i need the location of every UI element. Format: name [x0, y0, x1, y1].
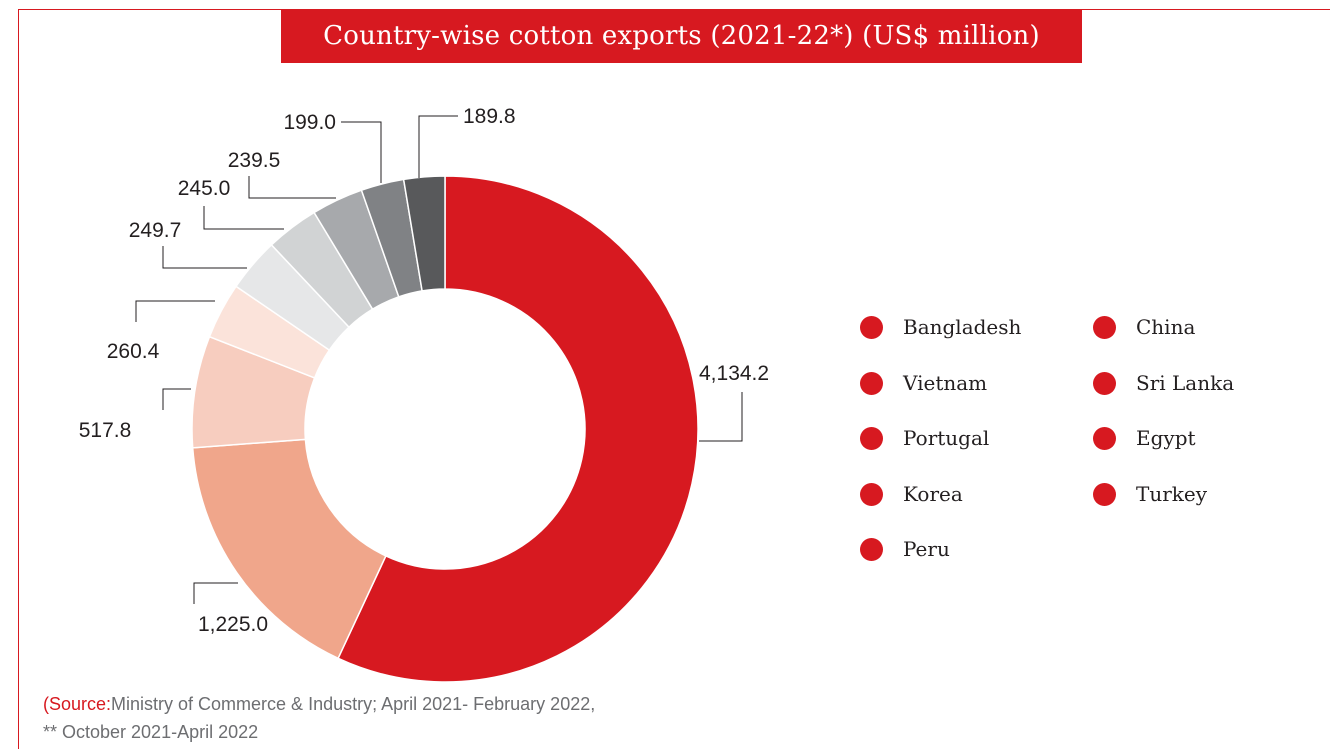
leader-line-vietnam	[162, 388, 191, 410]
source-note: (Source:Ministry of Commerce & Industry;…	[43, 690, 595, 746]
value-label-china: 1,225.0	[198, 613, 268, 636]
legend-label: Portugal	[903, 426, 990, 450]
leader-line-china	[193, 582, 238, 604]
legend-item-vietnam: Vietnam	[860, 366, 987, 400]
source-line: (Source:Ministry of Commerce & Industry;…	[43, 690, 595, 718]
legend-dot-icon	[860, 482, 883, 506]
legend-item-peru: Peru	[860, 532, 950, 566]
legend-item-korea: Korea	[860, 477, 963, 511]
legend-label: Peru	[903, 537, 950, 561]
leader-line-bangladesh	[699, 392, 743, 442]
chart-title: Country-wise cotton exports (2021-22*) (…	[281, 9, 1082, 63]
leader-line-korea	[248, 176, 336, 199]
source-footnote: ** October 2021-April 2022	[43, 722, 259, 742]
legend-dot-icon	[1093, 371, 1116, 395]
legend-item-bangladesh: Bangladesh	[860, 310, 1021, 344]
leader-line-egypt	[203, 206, 284, 230]
slice-peru	[402, 175, 446, 292]
leader-line-peru	[418, 115, 458, 178]
legend-label: Sri Lanka	[1136, 371, 1235, 395]
legend-item-egypt: Egypt	[1093, 421, 1196, 455]
legend-item-portugal: Portugal	[860, 421, 989, 455]
value-label-korea: 239.5	[228, 149, 281, 172]
legend-item-sri-lanka: Sri Lanka	[1093, 366, 1234, 400]
legend-dot-icon	[860, 537, 883, 561]
legend-label: China	[1136, 315, 1196, 339]
value-label-bangladesh: 4,134.2	[699, 362, 769, 385]
legend-dot-icon	[860, 371, 883, 395]
leader-line-portugal	[162, 246, 247, 269]
value-label-vietnam: 517.8	[79, 419, 132, 442]
slice-china	[191, 438, 387, 660]
legend-dot-icon	[1093, 482, 1116, 506]
legend-dot-icon	[860, 426, 883, 450]
value-label-egypt: 245.0	[178, 177, 231, 200]
legend-label: Vietnam	[903, 371, 988, 395]
legend-label: Korea	[903, 482, 963, 506]
legend-dot-icon	[1093, 315, 1116, 339]
leader-line-sri-lanka	[135, 300, 215, 322]
source-text: Ministry of Commerce & Industry; April 2…	[111, 694, 596, 714]
legend-label: Turkey	[1136, 482, 1208, 506]
legend-label: Egypt	[1136, 426, 1196, 450]
legend-item-turkey: Turkey	[1093, 477, 1207, 511]
legend-dot-icon	[1093, 426, 1116, 450]
value-label-peru: 189.8	[463, 105, 516, 128]
source-key: (Source:	[43, 694, 112, 714]
legend-label: Bangladesh	[903, 315, 1022, 339]
value-label-portugal: 249.7	[129, 219, 182, 242]
value-label-sri-lanka: 260.4	[107, 340, 160, 363]
value-label-turkey: 199.0	[283, 111, 336, 134]
legend-dot-icon	[860, 315, 883, 339]
slice-bangladesh	[337, 175, 699, 683]
leader-line-turkey	[341, 121, 382, 183]
legend-item-china: China	[1093, 310, 1195, 344]
